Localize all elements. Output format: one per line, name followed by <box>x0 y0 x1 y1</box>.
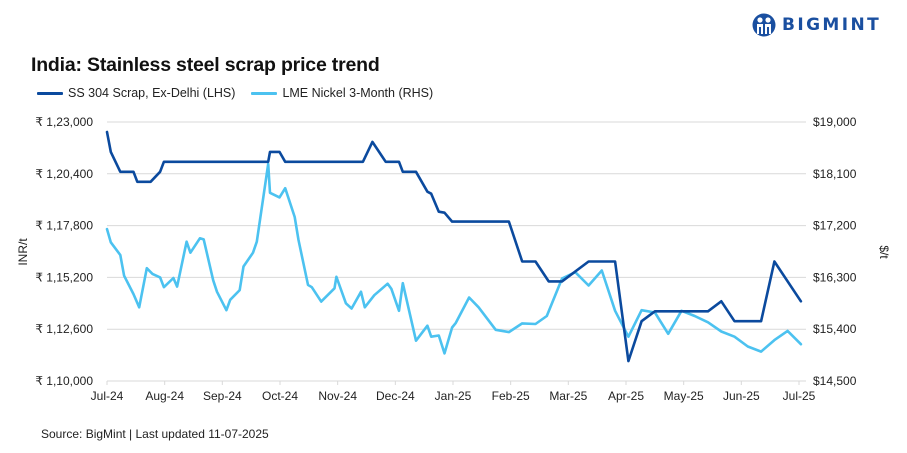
y-right-tick-label: $16,300 <box>813 270 857 284</box>
x-tick-label: Apr-25 <box>608 389 644 403</box>
y-left-tick-label: ₹ 1,10,000 <box>35 374 93 388</box>
series-points-lme-nickel <box>106 163 801 354</box>
x-tick-label: Jul-24 <box>91 389 124 403</box>
bigmint-logo-icon <box>752 13 776 37</box>
y-axis-right: $14,500 $15,400 $16,300 $17,200 $18,100 $19,0… <box>813 115 857 388</box>
y-right-tick-label: $15,400 <box>813 322 857 336</box>
source-note: Source: BigMint | Last updated 11-07-202… <box>41 427 269 441</box>
y-left-tick-label: ₹ 1,15,200 <box>35 270 93 284</box>
y-left-tick-label: ₹ 1,12,600 <box>35 322 93 336</box>
x-tick-label: Dec-24 <box>376 389 415 403</box>
x-tick-label: Jul-25 <box>783 389 816 403</box>
series-line-lme-nickel <box>105 162 803 355</box>
x-axis: Jul-24 Aug-24 Sep-24 Oct-24 Nov-24 Dec-24 Jan-… <box>91 381 816 403</box>
x-tick-label: Jun-25 <box>723 389 760 403</box>
y-left-tick-label: ₹ 1,23,000 <box>35 115 93 129</box>
legend-swatch-ss304 <box>37 91 63 95</box>
legend-label-lme-nickel: LME Nickel 3-Month (RHS) <box>282 86 434 100</box>
y-axis-left-label: INR/t <box>16 238 30 266</box>
y-axis-right-label: $/t <box>877 245 891 259</box>
legend-swatch-lme-nickel <box>251 91 278 95</box>
y-left-tick-label: ₹ 1,17,800 <box>35 219 93 233</box>
series-lines <box>105 130 803 363</box>
y-axis-left: ₹ 1,10,000 ₹ 1,12,600 ₹ 1,15,200 ₹ 1,17,800… <box>35 115 93 388</box>
legend-item-lme-nickel: LME Nickel 3-Month (RHS) <box>251 86 433 100</box>
x-tick-label: Oct-24 <box>262 389 298 403</box>
bigmint-logo: BIGMINT <box>752 12 881 38</box>
series-points-ss304-scrap <box>106 131 801 362</box>
x-tick-label: Aug-24 <box>145 389 184 403</box>
gridlines <box>107 121 806 382</box>
y-right-tick-label: $19,000 <box>813 115 857 129</box>
legend-item-ss304: SS 304 Scrap, Ex-Delhi (LHS) <box>37 86 235 100</box>
x-tick-label: Jan-25 <box>435 389 472 403</box>
y-right-tick-label: $18,100 <box>813 167 857 181</box>
x-tick-label: Nov-24 <box>318 389 357 403</box>
chart-title: India: Stainless steel scrap price trend <box>31 54 380 76</box>
y-right-tick-label: $14,500 <box>813 374 857 388</box>
legend-label-ss304: SS 304 Scrap, Ex-Delhi (LHS) <box>68 86 236 100</box>
x-tick-label: May-25 <box>664 389 704 403</box>
logo-wordmark: BIGMINT <box>782 15 882 35</box>
x-tick-label: Feb-25 <box>492 389 530 403</box>
legend: SS 304 Scrap, Ex-Delhi (LHS) LME Nickel … <box>37 86 449 100</box>
x-tick-label: Sep-24 <box>203 389 242 403</box>
y-left-tick-label: ₹ 1,20,400 <box>35 167 93 181</box>
y-right-tick-label: $17,200 <box>813 219 857 233</box>
x-tick-label: Mar-25 <box>549 389 587 403</box>
